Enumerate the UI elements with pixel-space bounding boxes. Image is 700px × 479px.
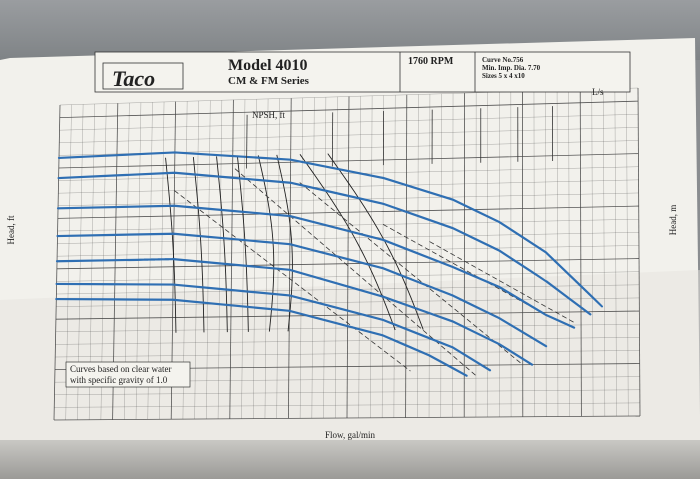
grid-line-x <box>568 90 570 417</box>
npsh-tick <box>246 114 248 169</box>
efficiency-curve <box>216 156 228 333</box>
grid-line-x <box>217 100 223 419</box>
efficiency-curve <box>299 154 396 331</box>
grid-line-x <box>393 95 396 418</box>
grid-line-x <box>452 93 454 418</box>
efficiency-curve <box>165 157 177 333</box>
grid-line-y <box>59 114 639 131</box>
grid-line-x <box>264 98 269 419</box>
grid-line-x <box>440 93 442 418</box>
grid-line-x <box>358 96 361 418</box>
grid-line-x <box>311 97 315 419</box>
rpm-label: 1760 RPM <box>408 56 454 67</box>
brand-logo: Taco <box>112 66 155 91</box>
grid-line-y <box>57 232 639 244</box>
grid-line-x <box>229 99 234 419</box>
grid-line-x <box>323 97 327 419</box>
grid-line-x <box>335 96 338 419</box>
grid-line-y <box>54 389 640 395</box>
note-line-2: with specific gravity of 1.0 <box>70 375 168 385</box>
chart-ticks <box>246 106 554 169</box>
grid-line-x <box>346 96 350 419</box>
grid-line-y <box>59 100 639 118</box>
grid-line-x <box>428 94 431 418</box>
grid-line-x <box>417 94 419 418</box>
grid-line-x <box>241 99 246 419</box>
grid-line-x <box>603 89 606 417</box>
min-impeller-diameter: Min. Imp. Dia. 7.70 <box>482 64 541 72</box>
grid-line-x <box>276 98 280 419</box>
grid-line-x <box>556 90 559 417</box>
grid-line-y <box>58 166 639 181</box>
grid-line-x <box>614 88 617 417</box>
x-axis-title: Flow, gal/min <box>325 430 375 440</box>
right-axis-title: Head, m <box>668 205 678 236</box>
curve-number: Curve No.756 <box>482 56 524 64</box>
impeller-curve-1 <box>57 171 592 316</box>
top-axis-unit: L/s <box>592 87 604 97</box>
impeller-curve-2 <box>56 204 576 329</box>
impeller-curve-5 <box>55 282 492 372</box>
grid-line-y <box>53 415 641 421</box>
grid-line-y <box>54 402 640 408</box>
impeller-curve-6 <box>55 297 468 377</box>
grid-line-y <box>56 258 640 270</box>
photo-background-bottom <box>0 440 700 479</box>
grid-line-x <box>579 89 582 417</box>
grid-line-y <box>56 284 640 295</box>
grid-line-y <box>56 271 640 282</box>
series-title: CM & FM Series <box>228 75 310 87</box>
note-box <box>65 361 191 388</box>
efficiency-curve <box>276 154 293 332</box>
grid-line-y <box>58 179 639 194</box>
model-title: Model 4010 <box>228 57 308 74</box>
grid-line-y <box>57 219 639 232</box>
bhp-line <box>174 190 411 372</box>
grid-line-y <box>57 245 639 257</box>
header-box <box>94 51 631 93</box>
grid-line-y <box>55 350 640 358</box>
impeller-curve-4 <box>55 258 534 366</box>
npsh-label: NPSH, ft <box>252 110 286 120</box>
grid-line-x <box>591 89 594 417</box>
grid-line-x <box>288 98 292 419</box>
grid-line-y <box>55 323 640 332</box>
y-axis-title: Head, ft <box>6 215 16 244</box>
grid-line-x <box>405 94 408 418</box>
bhp-line <box>429 241 575 323</box>
grid-line-x <box>370 95 373 418</box>
grid-line-y <box>58 153 639 169</box>
grid-line-x <box>299 97 303 419</box>
grid-line-y <box>56 297 640 307</box>
efficiency-curve <box>236 155 249 332</box>
grid-line-x <box>626 88 629 417</box>
pump-sizes: Sizes 5 x 4 x10 <box>482 72 525 80</box>
grid-line-x <box>533 91 535 417</box>
paper-shade <box>0 270 700 440</box>
impeller-curve-0 <box>57 151 604 308</box>
grid-line-x <box>637 87 641 417</box>
note-line-1: Curves based on clear water <box>70 364 171 374</box>
grid-line-y <box>59 127 639 143</box>
chart-curves <box>55 151 604 377</box>
grid-line-y <box>57 205 639 219</box>
grid-line-x <box>253 99 257 419</box>
grid-line-y <box>58 192 639 206</box>
grid-line-y <box>55 337 640 345</box>
impeller-curve-3 <box>56 232 548 348</box>
